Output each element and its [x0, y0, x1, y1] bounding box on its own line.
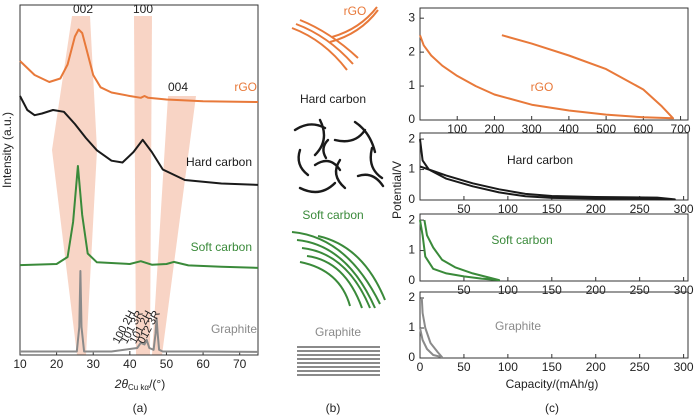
soft-carbon-sketch — [291, 231, 386, 309]
series-label: rGO — [531, 80, 554, 94]
y-tick-label: 2 — [408, 212, 415, 226]
series-label: Graphite — [211, 322, 257, 336]
x-tick-label: 100 — [447, 122, 467, 136]
x-tick-label: 50 — [457, 202, 471, 216]
series-line — [19, 95, 259, 186]
series-label: Hard carbon — [186, 155, 252, 169]
band-004 — [152, 96, 196, 355]
x-tick-label: 100 — [498, 202, 518, 216]
series-line — [419, 138, 676, 201]
series-line — [19, 28, 259, 103]
y-tick-label: 2 — [408, 44, 415, 58]
series-label: rGO — [234, 80, 257, 94]
x-tick-label: 200 — [586, 360, 606, 374]
x-label-main: 2θ — [114, 377, 129, 391]
series-line — [419, 219, 501, 282]
y-tick-label: 1 — [408, 243, 415, 257]
y-tick-label: 2 — [408, 290, 415, 304]
rgo-sketch — [291, 6, 379, 71]
sketch-label: Graphite — [315, 325, 361, 339]
caption-b: (b) — [326, 401, 341, 415]
x-tick-label: 30 — [87, 357, 101, 371]
series-line — [19, 165, 259, 269]
x-tick-label: 60 — [196, 357, 210, 371]
x-tick-label: 500 — [596, 122, 616, 136]
x-tick-label: 250 — [630, 360, 650, 374]
series-line — [419, 34, 675, 120]
graphite-sketch — [297, 346, 380, 376]
x-tick-label: 600 — [633, 122, 653, 136]
x-tick-label: 100 — [498, 283, 518, 297]
series-label: Soft carbon — [491, 233, 552, 247]
sketch-label: Soft carbon — [302, 208, 363, 222]
x-tick-label: 400 — [559, 122, 579, 136]
plot-frame — [419, 291, 689, 359]
x-tick-label: 150 — [542, 202, 562, 216]
x-tick-label: 70 — [233, 357, 247, 371]
series-line — [20, 270, 259, 353]
x-axis-label: 2θCu kα/(°) — [114, 377, 165, 392]
x-tick-label: 100 — [498, 360, 518, 374]
y-tick-label: 1 — [408, 78, 415, 92]
caption-a: (a) — [133, 401, 148, 415]
x-tick-label: 300 — [522, 122, 542, 136]
y-tick-label: 1 — [408, 162, 415, 176]
peak-label: 100 — [133, 2, 153, 16]
sketch-label: Hard carbon — [300, 92, 366, 106]
x-tick-label: 50 — [160, 357, 174, 371]
band-002 — [52, 16, 97, 355]
y-tick-label: 3 — [408, 10, 415, 24]
y-tick-label: 1 — [408, 320, 415, 334]
x-tick-label: 200 — [586, 283, 606, 297]
x-tick-label: 250 — [630, 202, 650, 216]
x-tick-label: 250 — [630, 283, 650, 297]
series-label: Graphite — [495, 319, 541, 333]
x-tick-label: 200 — [484, 122, 504, 136]
sketch-label: rGO — [344, 4, 367, 18]
series-line — [419, 297, 443, 359]
plot-frame — [419, 213, 689, 282]
y-tick-label: 0 — [408, 350, 415, 364]
x-tick-label: 300 — [674, 360, 694, 374]
y-tick-label: 2 — [408, 131, 415, 145]
series-label: Hard carbon — [507, 153, 573, 167]
x-tick-label: 150 — [542, 360, 562, 374]
band-100 — [134, 16, 152, 355]
peak-label: 002 — [73, 2, 93, 16]
peak-bands — [52, 16, 196, 355]
x-tick-label: 300 — [674, 202, 694, 216]
x-tick-label: 10 — [13, 357, 27, 371]
y-axis-label: Potential/V — [390, 161, 404, 219]
x-label-unit: /(°) — [149, 377, 165, 391]
x-label-sub: Cu kα — [128, 383, 149, 392]
x-tick-label: 0 — [417, 360, 424, 374]
x-tick-label: 20 — [50, 357, 64, 371]
hard-carbon-sketch — [293, 118, 385, 194]
y-tick-label: 0 — [408, 192, 415, 206]
caption-c: (c) — [545, 401, 559, 415]
plot-frame — [19, 4, 259, 356]
y-tick-label: 0 — [408, 112, 415, 126]
y-tick-label: 0 — [408, 273, 415, 287]
series-label: Soft carbon — [191, 240, 252, 254]
x-tick-label: 150 — [542, 283, 562, 297]
x-tick-label: 50 — [457, 360, 471, 374]
x-tick-label: 300 — [674, 283, 694, 297]
x-tick-label: 40 — [123, 357, 137, 371]
x-axis-label: Capacity/(mAh/g) — [506, 377, 599, 391]
plot-frame — [419, 7, 689, 121]
x-tick-label: 200 — [586, 202, 606, 216]
y-axis-label: Intensity (a.u.) — [0, 112, 14, 188]
peak-label: 004 — [168, 80, 188, 94]
x-tick-label: 50 — [457, 283, 471, 297]
